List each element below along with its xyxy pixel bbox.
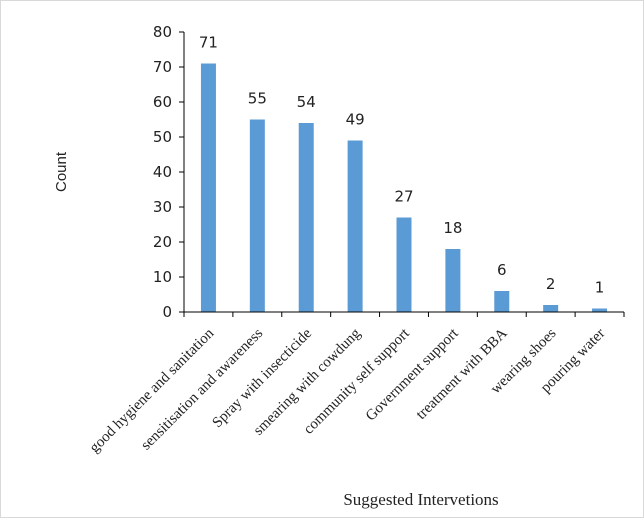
bar (298, 123, 314, 312)
bar-value-label: 54 (297, 93, 316, 111)
y-axis-ticks: 0 10 20 30 40 50 60 70 80 (153, 23, 625, 321)
y-tick-label: 20 (153, 233, 172, 251)
y-tick-label: 30 (153, 198, 172, 216)
bar-value-label: 27 (394, 188, 413, 206)
bar (592, 308, 608, 312)
bar (494, 291, 510, 312)
category-label: Government support (363, 325, 462, 424)
bar-value-label: 1 (595, 279, 605, 297)
y-tick-label: 10 (153, 268, 172, 286)
bar (543, 305, 559, 312)
y-tick-label: 60 (153, 93, 172, 111)
bars (200, 63, 608, 312)
bar-value-label: 55 (248, 90, 267, 108)
bar (347, 140, 363, 312)
bar-value-label: 6 (497, 261, 507, 279)
y-axis-title: Count (53, 151, 70, 192)
category-labels: good hygiene and sanitationsensitisation… (87, 325, 609, 456)
y-tick-label: 40 (153, 163, 172, 181)
y-tick-label: 70 (153, 58, 172, 76)
bar (249, 119, 265, 312)
bar (445, 249, 461, 312)
bar (200, 63, 216, 312)
bar (396, 217, 412, 312)
bar-value-label: 2 (546, 275, 556, 293)
value-labels: 71 55 54 49 27 18 6 2 1 (199, 34, 604, 297)
y-tick-label: 0 (162, 303, 172, 321)
y-tick-label: 80 (153, 23, 172, 41)
bar-value-label: 71 (199, 34, 218, 52)
bar-value-label: 49 (346, 111, 365, 129)
bar-value-label: 18 (443, 219, 462, 237)
y-tick-label: 50 (153, 128, 172, 146)
category-label: treatment with BBA (413, 325, 510, 422)
x-axis-title: Suggested Intervetions (343, 490, 498, 509)
